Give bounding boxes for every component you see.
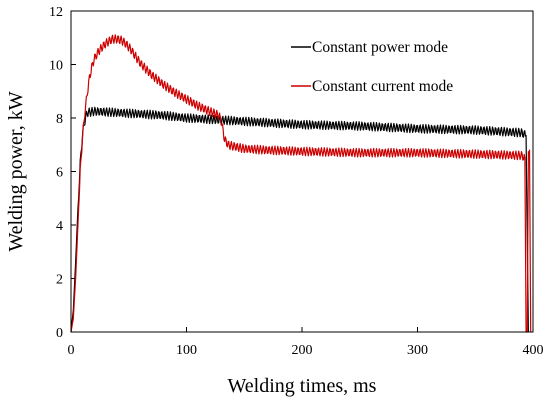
y-tick-label-0: 0 (56, 326, 63, 341)
x-tick-label-3: 300 (407, 343, 428, 358)
y-tick-label-1: 2 (56, 273, 63, 288)
legend: Constant power mode Constant current mod… (291, 39, 453, 95)
y-tick-label-5: 10 (49, 59, 63, 74)
y-axis-title: Welding power, kW (5, 91, 27, 251)
x-tick-label-0: 0 (68, 343, 75, 358)
y-tick-label-2: 4 (56, 219, 63, 234)
tick-marks (70, 10, 534, 333)
legend-label-constant-current: Constant current mode (312, 78, 453, 95)
x-tick-label-1: 100 (176, 343, 197, 358)
series-lines (70, 34, 532, 333)
series-line-1 (70, 34, 532, 333)
tick-labels: 0 100 200 300 400 0 2 4 6 8 10 12 (49, 5, 544, 358)
series-line-0 (70, 106, 529, 333)
legend-label-constant-power: Constant power mode (312, 39, 448, 56)
x-axis-title: Welding times, ms (228, 375, 377, 397)
x-tick-label-2: 200 (292, 343, 313, 358)
x-tick-label-4: 400 (523, 343, 544, 358)
plot-frame (70, 10, 534, 333)
y-tick-label-4: 8 (56, 112, 63, 127)
y-tick-label-6: 12 (49, 5, 63, 20)
y-tick-label-3: 6 (56, 166, 63, 181)
